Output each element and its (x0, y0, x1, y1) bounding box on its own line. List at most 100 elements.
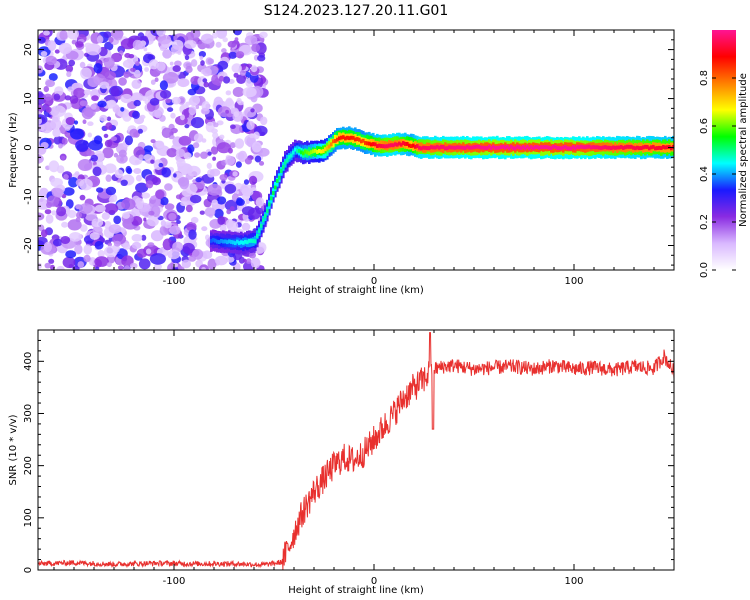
noise-blob (207, 258, 217, 270)
noise-blob (195, 177, 202, 183)
track-cell (430, 145, 433, 150)
noise-blob (107, 242, 113, 247)
noise-blob (143, 145, 154, 153)
track-cell (466, 144, 469, 149)
noise-blob (90, 103, 97, 110)
noise-blob (207, 58, 214, 65)
noise-blob (180, 114, 185, 121)
noise-blob (179, 178, 189, 190)
noise-blob (250, 65, 258, 73)
track-cell (588, 144, 591, 149)
track-cell (648, 146, 651, 151)
noise-blob (87, 121, 94, 126)
noise-blob (106, 262, 112, 268)
noise-blob (244, 106, 257, 118)
track-cell (670, 146, 673, 151)
noise-blob (150, 159, 155, 164)
noise-blob (249, 133, 255, 139)
noise-blob (76, 211, 82, 219)
noise-blob (207, 183, 222, 196)
track-cell (210, 238, 213, 243)
track-cell (532, 146, 535, 151)
noise-blob (104, 245, 118, 258)
track-cell (390, 143, 393, 148)
noise-blob (202, 250, 213, 259)
noise-blob (143, 154, 153, 161)
noise-blob (43, 30, 50, 36)
track-cell (446, 146, 449, 151)
colorbar: 0.0 0.2 0.4 0.6 0.8 Normalized spectral ampl… (699, 30, 749, 278)
noise-blob (65, 64, 74, 73)
noise-blob (130, 67, 136, 72)
track-cell (458, 145, 461, 150)
track-cell (578, 145, 581, 150)
track-cell (398, 141, 401, 146)
track-cell (242, 240, 245, 245)
noise-blob (243, 258, 247, 263)
noise-blob (75, 217, 81, 223)
colorbar-label: Normalized spectral amplitude (738, 73, 749, 227)
noise-blob (65, 250, 77, 259)
track-cell (572, 145, 575, 149)
noise-blob (226, 209, 232, 215)
noise-blob (38, 155, 43, 161)
noise-blob (176, 220, 181, 224)
track-cell (354, 137, 357, 142)
noise-blob (234, 37, 239, 42)
noise-blob (117, 265, 124, 270)
track-cell (640, 146, 643, 150)
noise-blob (94, 204, 106, 213)
track-cell (484, 146, 487, 150)
track-cell (264, 214, 267, 218)
noise-blob (259, 31, 268, 39)
noise-blob (58, 42, 72, 55)
noise-blob (61, 137, 68, 145)
noise-blob (148, 210, 155, 216)
track-cell (598, 145, 601, 150)
noise-blob (199, 210, 205, 215)
noise-blob (185, 204, 193, 213)
noise-blob (167, 107, 174, 112)
noise-blob (182, 242, 195, 254)
track-cell (448, 145, 451, 150)
noise-blob (159, 80, 168, 91)
noise-blob (103, 203, 119, 214)
noise-blob (225, 219, 234, 228)
noise-blob (174, 60, 182, 67)
track-cell (350, 135, 353, 140)
x-tick-label: -100 (163, 576, 186, 587)
noise-blob (51, 188, 64, 197)
noise-blob (250, 108, 255, 113)
track-cell (460, 145, 463, 150)
noise-blob (93, 135, 103, 145)
track-cell (626, 144, 629, 149)
noise-blob (47, 40, 57, 51)
noise-blob (248, 175, 258, 185)
track-cell (672, 145, 674, 149)
noise-blob (39, 198, 44, 202)
noise-blob (161, 167, 171, 178)
noise-blob (133, 168, 142, 174)
noise-blob (79, 100, 88, 107)
noise-blob (133, 69, 141, 78)
noise-blob (190, 117, 205, 129)
noise-blob (120, 107, 125, 112)
snr-y-axis-label: SNR (10 * v/v) (8, 414, 19, 485)
noise-blob (224, 199, 240, 212)
noise-blob (96, 35, 104, 44)
track-cell (214, 238, 217, 243)
track-cell (462, 145, 465, 150)
noise-blob (80, 67, 92, 80)
track-cell (538, 146, 541, 150)
noise-blob (102, 147, 114, 159)
noise-blob (168, 225, 181, 235)
track-cell (298, 148, 301, 153)
noise-blob (86, 150, 95, 157)
track-cell (434, 145, 437, 150)
track-cell (522, 145, 525, 149)
track-cell (240, 240, 243, 245)
track-cell (416, 144, 419, 148)
noise-blob (169, 61, 174, 66)
noise-blob (67, 210, 77, 218)
